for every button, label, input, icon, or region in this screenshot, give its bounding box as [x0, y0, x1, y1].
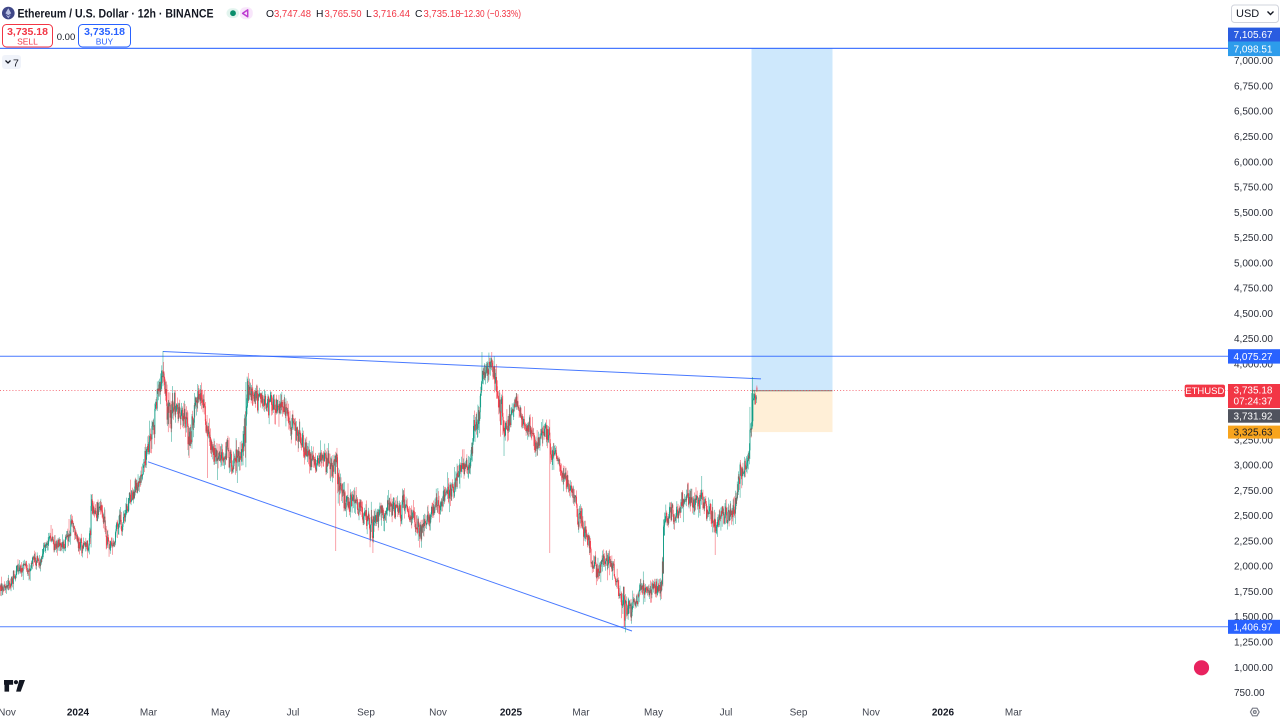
svg-text:Mar: Mar [572, 708, 590, 719]
svg-text:3,250.00: 3,250.00 [1234, 435, 1273, 446]
svg-text:3,747.48: 3,747.48 [274, 9, 311, 20]
svg-text:Nov: Nov [862, 708, 880, 719]
svg-text:Sep: Sep [790, 708, 808, 719]
svg-text:Jul: Jul [287, 708, 300, 719]
svg-text:7,000.00: 7,000.00 [1234, 56, 1273, 67]
svg-text:−12.30 (−0.33%): −12.30 (−0.33%) [459, 9, 521, 20]
svg-text:1,500.00: 1,500.00 [1234, 612, 1273, 623]
svg-text:5,500.00: 5,500.00 [1234, 208, 1273, 219]
svg-text:1,000.00: 1,000.00 [1234, 663, 1273, 674]
svg-text:0.00: 0.00 [57, 32, 76, 43]
svg-text:3,735.18: 3,735.18 [7, 26, 48, 38]
svg-text:Jul: Jul [720, 708, 733, 719]
svg-text:O: O [266, 9, 274, 20]
svg-text:4,500.00: 4,500.00 [1234, 309, 1273, 320]
svg-text:2024: 2024 [67, 708, 90, 719]
svg-text:3,716.44: 3,716.44 [373, 9, 410, 20]
svg-text:1,406.97: 1,406.97 [1234, 622, 1273, 633]
svg-text:SELL: SELL [17, 36, 38, 46]
svg-text:7,098.51: 7,098.51 [1234, 44, 1273, 55]
svg-text:6,250.00: 6,250.00 [1234, 132, 1273, 143]
svg-text:2,750.00: 2,750.00 [1234, 486, 1273, 497]
svg-text:4,075.27: 4,075.27 [1234, 352, 1273, 363]
svg-text:6,000.00: 6,000.00 [1234, 157, 1273, 168]
svg-text:Ethereum / U.S. Dollar · 12h ·: Ethereum / U.S. Dollar · 12h · BINANCE [18, 9, 214, 21]
svg-text:6,750.00: 6,750.00 [1234, 82, 1273, 93]
svg-text:ETHUSD: ETHUSD [1185, 386, 1224, 397]
svg-text:Nov: Nov [429, 708, 447, 719]
svg-text:Mar: Mar [140, 708, 158, 719]
svg-text:Nov: Nov [0, 708, 16, 719]
svg-text:3,735.18: 3,735.18 [84, 26, 125, 38]
svg-text:H: H [316, 9, 323, 20]
svg-text:5,750.00: 5,750.00 [1234, 183, 1273, 194]
svg-text:4,250.00: 4,250.00 [1234, 334, 1273, 345]
svg-text:3,765.50: 3,765.50 [325, 9, 362, 20]
svg-text:5,250.00: 5,250.00 [1234, 233, 1273, 244]
svg-text:3,000.00: 3,000.00 [1234, 461, 1273, 472]
svg-text:3,735.18: 3,735.18 [424, 9, 461, 20]
svg-text:4,000.00: 4,000.00 [1234, 360, 1273, 371]
svg-text:2026: 2026 [932, 708, 955, 719]
svg-text:3,325.63: 3,325.63 [1234, 428, 1273, 439]
svg-text:750.00: 750.00 [1234, 688, 1265, 699]
svg-text:L: L [366, 9, 372, 20]
svg-text:4,750.00: 4,750.00 [1234, 284, 1273, 295]
svg-text:BUY: BUY [96, 36, 114, 46]
svg-text:07:24:37: 07:24:37 [1234, 397, 1273, 408]
svg-text:2,000.00: 2,000.00 [1234, 562, 1273, 573]
svg-text:7: 7 [13, 58, 19, 70]
svg-text:6,500.00: 6,500.00 [1234, 107, 1273, 118]
svg-text:3,731.92: 3,731.92 [1234, 411, 1273, 422]
svg-text:2025: 2025 [500, 708, 523, 719]
svg-text:USD: USD [1236, 8, 1259, 20]
svg-text:Sep: Sep [357, 708, 375, 719]
svg-text:Mar: Mar [1005, 708, 1023, 719]
svg-text:May: May [644, 708, 663, 719]
svg-text:May: May [211, 708, 230, 719]
svg-text:2,500.00: 2,500.00 [1234, 511, 1273, 522]
svg-text:5,000.00: 5,000.00 [1234, 258, 1273, 269]
svg-text:1,250.00: 1,250.00 [1234, 638, 1273, 649]
svg-text:1,750.00: 1,750.00 [1234, 587, 1273, 598]
svg-text:C: C [415, 9, 423, 20]
svg-text:3,735.18: 3,735.18 [1234, 386, 1273, 397]
svg-text:2,250.00: 2,250.00 [1234, 536, 1273, 547]
svg-text:7,105.67: 7,105.67 [1234, 30, 1273, 41]
